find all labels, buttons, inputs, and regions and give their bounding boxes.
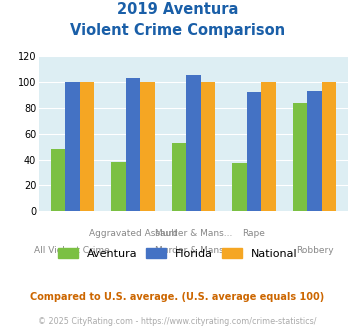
Bar — [50, 149, 65, 211]
Bar — [247, 92, 261, 211]
Bar — [232, 163, 247, 211]
Bar — [261, 82, 276, 211]
Bar — [186, 76, 201, 211]
Bar — [140, 82, 155, 211]
Bar — [322, 82, 337, 211]
Legend: Aventura, Florida, National: Aventura, Florida, National — [53, 244, 302, 263]
Bar — [126, 78, 140, 211]
Text: © 2025 CityRating.com - https://www.cityrating.com/crime-statistics/: © 2025 CityRating.com - https://www.city… — [38, 317, 317, 326]
Text: All Violent Crime: All Violent Crime — [34, 246, 110, 255]
Text: Aggravated Assault: Aggravated Assault — [89, 229, 177, 238]
Bar — [111, 162, 126, 211]
Bar — [201, 82, 215, 211]
Text: Murder & Mans...: Murder & Mans... — [155, 246, 232, 255]
Bar — [65, 82, 80, 211]
Bar — [80, 82, 94, 211]
Bar — [172, 143, 186, 211]
Bar — [307, 91, 322, 211]
Text: Murder & Mans...: Murder & Mans... — [155, 229, 232, 238]
Text: Rape: Rape — [242, 229, 266, 238]
Bar — [293, 103, 307, 211]
Text: Compared to U.S. average. (U.S. average equals 100): Compared to U.S. average. (U.S. average … — [31, 292, 324, 302]
Text: 2019 Aventura: 2019 Aventura — [117, 2, 238, 16]
Text: Violent Crime Comparison: Violent Crime Comparison — [70, 23, 285, 38]
Text: Robbery: Robbery — [296, 246, 333, 255]
